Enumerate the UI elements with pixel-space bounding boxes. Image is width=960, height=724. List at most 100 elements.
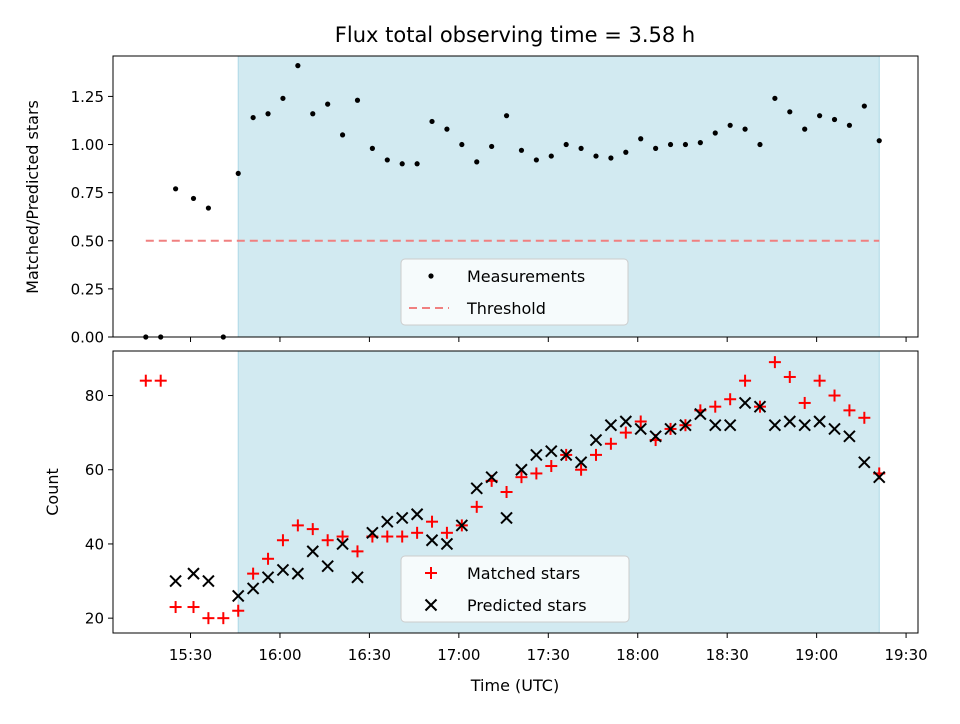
predicted-point	[545, 444, 558, 458]
matched-point	[739, 374, 752, 387]
x-b	[694, 407, 707, 421]
x-b	[336, 537, 349, 551]
x-b	[500, 511, 513, 525]
matched-point	[828, 389, 841, 402]
chart-title: Flux total observing time = 3.58 h	[335, 23, 695, 47]
x-tick-label: 19:00	[795, 646, 838, 664]
measurement-point	[429, 118, 435, 125]
predicted-point	[470, 482, 483, 495]
matched-point	[321, 534, 334, 547]
top-y-tick-label: 0.25	[71, 280, 104, 298]
predicted-point	[246, 582, 260, 595]
predicted-point	[723, 419, 737, 432]
x-b	[768, 419, 782, 432]
x-b	[470, 482, 483, 495]
x-b	[545, 444, 558, 458]
predicted-point	[169, 574, 182, 588]
measurement-point	[742, 126, 748, 132]
x-tick-label: 15:30	[169, 646, 212, 664]
matched-point	[500, 486, 513, 498]
predicted-point	[321, 560, 334, 573]
measurement-point	[578, 145, 584, 151]
matched-point	[396, 530, 409, 543]
matched-point	[604, 437, 617, 450]
matched-point	[470, 500, 483, 513]
legend-label: Predicted stars	[467, 596, 587, 615]
x-tick-label: 18:00	[616, 646, 659, 664]
measurement-point	[474, 159, 480, 165]
measurement-point	[653, 145, 659, 151]
x-b	[306, 545, 319, 558]
predicted-point	[351, 571, 364, 584]
x-b	[440, 537, 454, 551]
predicted-point	[232, 589, 245, 603]
measurement-point	[414, 161, 420, 167]
measurement-point	[817, 113, 823, 119]
top-y-axis-label: Matched/Predicted stars	[23, 100, 42, 294]
predicted-point	[455, 519, 469, 532]
measurement-point	[697, 140, 703, 146]
legend-swatch-x	[424, 598, 438, 612]
predicted-point	[306, 545, 319, 558]
matched-point	[575, 463, 588, 476]
predicted-point	[440, 537, 454, 551]
matched-point	[709, 400, 722, 413]
predicted-point	[187, 567, 200, 580]
measurement-point	[846, 122, 853, 128]
measurement-point	[280, 95, 286, 101]
measurement-point	[563, 141, 569, 148]
x-b	[679, 419, 692, 432]
top-panel: 0.00 0.25 0.50 0.75 1.00 1.25 Matched/Predict…	[23, 55, 919, 347]
legend-swatch-dot	[428, 273, 434, 279]
x-b	[559, 448, 573, 462]
predicted-point	[798, 419, 811, 432]
x-tick-label: 16:00	[258, 646, 301, 664]
x-tick-label: 18:30	[706, 646, 749, 664]
predicted-point	[500, 511, 513, 525]
predicted-point	[738, 396, 752, 410]
x-b	[395, 511, 409, 525]
measurement-point	[861, 103, 867, 109]
x-b	[858, 456, 871, 469]
matched-point	[169, 601, 182, 614]
predicted-point	[783, 415, 797, 428]
legend-label: Measurements	[467, 267, 585, 286]
x-b	[321, 560, 334, 573]
predicted-point	[649, 430, 662, 443]
x-b	[813, 415, 826, 428]
matched-point	[306, 523, 319, 536]
x-tick-label: 19:30	[884, 646, 927, 664]
x-b	[424, 598, 438, 612]
matched-point	[545, 460, 558, 473]
x-b	[410, 508, 424, 521]
matched-point	[858, 411, 871, 424]
matched-point	[291, 519, 304, 532]
measurement-point	[384, 157, 390, 163]
measurement-point	[712, 130, 718, 136]
x-b	[246, 582, 260, 595]
x-b	[530, 448, 543, 462]
x-b	[485, 470, 498, 484]
bottom-y-tick-label: 20	[85, 610, 104, 628]
predicted-point	[679, 419, 692, 432]
measurement-point	[399, 161, 405, 167]
x-b	[589, 433, 603, 447]
x-axis-label: Time (UTC)	[470, 676, 559, 695]
matched-point	[530, 467, 543, 480]
measurement-point	[623, 149, 629, 155]
predicted-point	[485, 470, 498, 484]
matched-point	[187, 601, 200, 614]
matched-point	[154, 374, 167, 387]
measurement-point	[354, 97, 361, 103]
x-b	[649, 430, 662, 443]
measurement-point	[682, 141, 689, 148]
predicted-point	[559, 448, 573, 462]
predicted-point	[858, 456, 871, 469]
top-y-tick-label: 0.00	[71, 329, 104, 347]
legend-box	[400, 555, 630, 623]
predicted-point	[634, 422, 647, 436]
x-b	[261, 571, 275, 584]
x-b	[619, 415, 633, 428]
matched-point	[336, 530, 349, 543]
predicted-point	[694, 407, 707, 421]
